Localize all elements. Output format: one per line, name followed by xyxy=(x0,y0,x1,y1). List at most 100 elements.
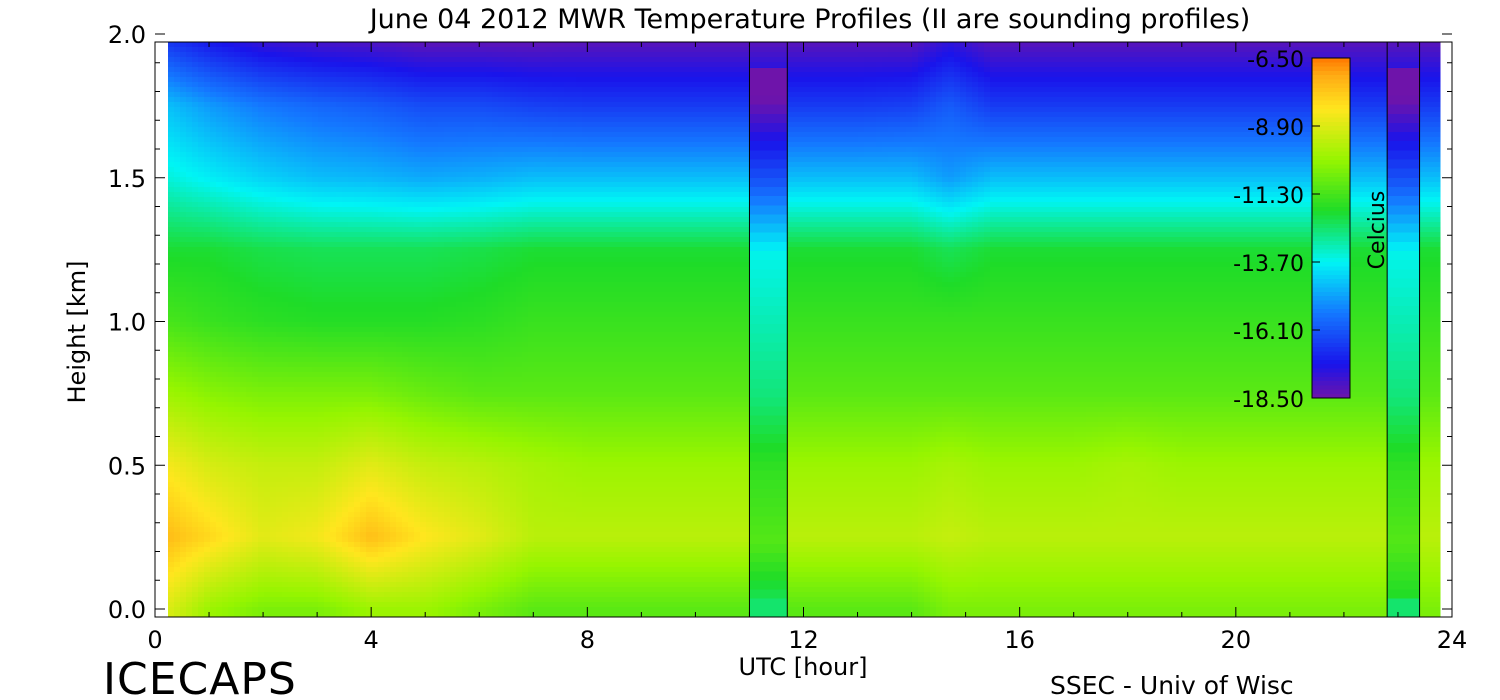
heatmap-cell xyxy=(282,382,289,388)
heatmap-cell xyxy=(186,77,193,83)
heatmap-cell xyxy=(372,187,379,193)
heatmap-cell xyxy=(294,417,301,423)
heatmap-cell xyxy=(210,172,217,178)
heatmap-cell xyxy=(312,62,319,68)
heatmap-cell xyxy=(312,282,319,288)
heatmap-cell xyxy=(360,197,367,203)
heatmap-cell xyxy=(234,342,241,348)
heatmap-cell xyxy=(390,422,397,428)
heatmap-cell xyxy=(300,607,307,613)
heatmap-cell xyxy=(348,482,355,488)
heatmap-cell xyxy=(288,422,295,428)
heatmap-cell xyxy=(186,67,193,73)
heatmap-cell xyxy=(318,102,325,108)
heatmap-cell xyxy=(270,512,277,518)
heatmap-cell xyxy=(270,302,277,308)
heatmap-cell xyxy=(420,527,427,533)
heatmap-cell xyxy=(420,367,427,373)
heatmap-cell xyxy=(246,157,253,163)
heatmap-cell xyxy=(240,237,247,243)
heatmap-cell xyxy=(204,67,211,73)
heatmap-cell xyxy=(336,402,343,408)
heatmap-cell xyxy=(234,197,241,203)
heatmap-cell xyxy=(180,337,187,343)
heatmap-cell xyxy=(294,42,301,48)
heatmap-cell xyxy=(420,562,427,568)
heatmap-cell xyxy=(402,62,409,68)
heatmap-cell xyxy=(168,512,175,518)
heatmap-cell xyxy=(198,492,205,498)
heatmap-cell xyxy=(426,147,433,153)
heatmap-cell xyxy=(312,367,319,373)
heatmap-cell xyxy=(252,97,259,103)
heatmap-cell xyxy=(168,292,175,298)
heatmap-cell xyxy=(174,442,181,448)
heatmap-cell xyxy=(192,52,199,58)
heatmap-cell xyxy=(282,547,289,553)
heatmap-cell xyxy=(378,427,385,433)
heatmap-cell xyxy=(246,452,253,458)
heatmap-cell xyxy=(372,107,379,113)
heatmap-cell xyxy=(372,112,379,118)
heatmap-cell xyxy=(360,402,367,408)
heatmap-cell xyxy=(318,202,325,208)
heatmap-cell xyxy=(306,307,313,313)
heatmap-cell xyxy=(192,412,199,418)
heatmap-cell xyxy=(222,482,229,488)
heatmap-cell xyxy=(390,602,397,608)
heatmap-cell xyxy=(192,482,199,488)
heatmap-cell xyxy=(228,257,235,263)
heatmap-cell xyxy=(396,522,403,528)
heatmap-cell xyxy=(324,337,331,343)
heatmap-cell xyxy=(312,582,319,588)
heatmap-cell xyxy=(252,497,259,503)
heatmap-cell xyxy=(192,342,199,348)
heatmap-cell xyxy=(414,57,421,63)
heatmap-cell xyxy=(186,107,193,113)
heatmap-cell xyxy=(198,372,205,378)
heatmap-cell xyxy=(204,237,211,243)
heatmap-cell xyxy=(372,342,379,348)
heatmap-cell xyxy=(318,132,325,138)
heatmap-cell xyxy=(270,227,277,233)
heatmap-cell xyxy=(318,452,325,458)
heatmap-cell xyxy=(330,437,337,443)
heatmap-cell xyxy=(330,537,337,543)
heatmap-cell xyxy=(360,562,367,568)
heatmap-cell xyxy=(324,47,331,53)
heatmap-cell xyxy=(186,587,193,593)
heatmap-cell xyxy=(192,372,199,378)
heatmap-cell xyxy=(324,232,331,238)
heatmap-cell xyxy=(246,377,253,383)
heatmap-cell xyxy=(174,432,181,438)
heatmap-cell xyxy=(336,262,343,268)
heatmap-cell xyxy=(198,382,205,388)
heatmap-cell xyxy=(318,332,325,338)
heatmap-cell xyxy=(324,582,331,588)
heatmap-cell xyxy=(240,77,247,83)
heatmap-cell xyxy=(300,362,307,368)
heatmap-cell xyxy=(312,392,319,398)
heatmap-cell xyxy=(396,42,403,48)
heatmap-cell xyxy=(342,137,349,143)
heatmap-cell xyxy=(216,387,223,393)
heatmap-cell xyxy=(366,347,373,353)
heatmap-cell xyxy=(198,462,205,468)
heatmap-cell xyxy=(186,417,193,423)
heatmap-cell xyxy=(174,112,181,118)
heatmap-cell xyxy=(282,572,289,578)
heatmap-cell xyxy=(204,217,211,223)
heatmap-cell xyxy=(186,137,193,143)
heatmap-cell xyxy=(222,322,229,328)
heatmap-cell xyxy=(210,272,217,278)
heatmap-cell xyxy=(198,152,205,158)
heatmap-cell xyxy=(276,357,283,363)
heatmap-cell xyxy=(186,382,193,388)
heatmap-cell xyxy=(396,392,403,398)
heatmap-cell xyxy=(312,507,319,513)
heatmap-cell xyxy=(324,322,331,328)
heatmap-cell xyxy=(354,382,361,388)
heatmap-cell xyxy=(366,572,373,578)
heatmap-cell xyxy=(288,192,295,198)
heatmap-cell xyxy=(258,497,265,503)
